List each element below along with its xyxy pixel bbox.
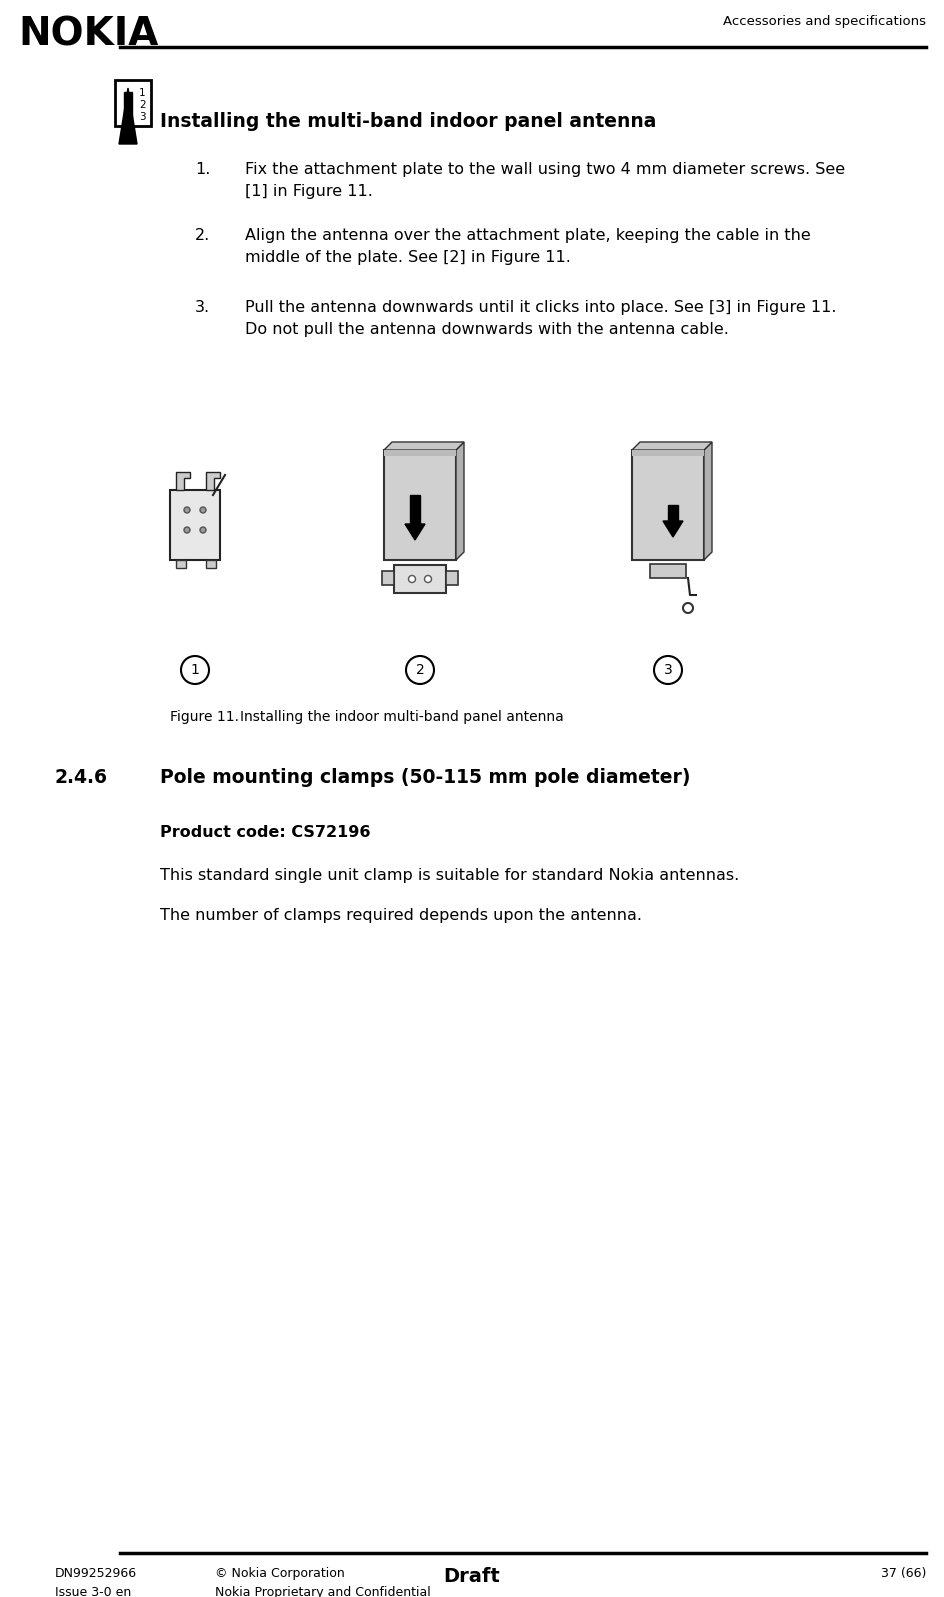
Circle shape bbox=[200, 506, 206, 513]
Text: 1.: 1. bbox=[195, 161, 211, 177]
Polygon shape bbox=[456, 442, 464, 561]
Text: Pole mounting clamps (50-115 mm pole diameter): Pole mounting clamps (50-115 mm pole dia… bbox=[160, 768, 690, 787]
Circle shape bbox=[184, 506, 190, 513]
Circle shape bbox=[654, 656, 682, 684]
Text: This standard single unit clamp is suitable for standard Nokia antennas.: This standard single unit clamp is suita… bbox=[160, 869, 739, 883]
Bar bbox=[206, 561, 216, 569]
Bar bbox=[668, 505, 678, 521]
Text: 2: 2 bbox=[139, 101, 145, 110]
Text: NOKIA: NOKIA bbox=[18, 14, 159, 53]
Polygon shape bbox=[119, 88, 137, 144]
Circle shape bbox=[683, 604, 693, 613]
Polygon shape bbox=[206, 473, 220, 490]
Bar bbox=[446, 572, 458, 585]
Bar bbox=[382, 572, 394, 585]
Bar bbox=[115, 80, 151, 126]
Text: 3: 3 bbox=[139, 112, 145, 121]
Text: The number of clamps required depends upon the antenna.: The number of clamps required depends up… bbox=[160, 909, 642, 923]
Bar bbox=[394, 565, 446, 592]
Polygon shape bbox=[632, 442, 712, 450]
Text: 2: 2 bbox=[415, 663, 425, 677]
Polygon shape bbox=[405, 524, 425, 540]
Bar bbox=[410, 495, 420, 524]
Text: Accessories and specifications: Accessories and specifications bbox=[723, 14, 926, 29]
Text: Align the antenna over the attachment plate, keeping the cable in the
middle of : Align the antenna over the attachment pl… bbox=[245, 228, 811, 265]
Bar bbox=[384, 450, 456, 561]
Text: DN99252966: DN99252966 bbox=[55, 1567, 137, 1579]
Text: 1: 1 bbox=[139, 88, 145, 97]
Text: Fix the attachment plate to the wall using two 4 mm diameter screws. See
[1] in : Fix the attachment plate to the wall usi… bbox=[245, 161, 845, 198]
Text: 2.4.6: 2.4.6 bbox=[55, 768, 108, 787]
Text: Issue 3-0 en: Issue 3-0 en bbox=[55, 1586, 131, 1597]
Text: Figure 11.: Figure 11. bbox=[170, 711, 239, 723]
Circle shape bbox=[184, 527, 190, 533]
Circle shape bbox=[200, 527, 206, 533]
Polygon shape bbox=[384, 442, 464, 450]
Bar bbox=[170, 490, 220, 561]
Bar bbox=[176, 561, 186, 569]
Bar bbox=[384, 450, 456, 457]
Bar bbox=[632, 450, 704, 457]
Bar bbox=[632, 450, 704, 561]
Text: Nokia Proprietary and Confidential: Nokia Proprietary and Confidential bbox=[215, 1586, 430, 1597]
Circle shape bbox=[406, 656, 434, 684]
Polygon shape bbox=[704, 442, 712, 561]
Text: Installing the indoor multi-band panel antenna: Installing the indoor multi-band panel a… bbox=[240, 711, 564, 723]
Text: 3.: 3. bbox=[195, 300, 211, 315]
Text: Draft: Draft bbox=[444, 1567, 500, 1586]
Text: 3: 3 bbox=[664, 663, 672, 677]
Text: 37 (66): 37 (66) bbox=[881, 1567, 926, 1579]
Polygon shape bbox=[663, 521, 683, 537]
Text: Product code: CS72196: Product code: CS72196 bbox=[160, 826, 370, 840]
Text: Pull the antenna downwards until it clicks into place. See [3] in Figure 11.
Do : Pull the antenna downwards until it clic… bbox=[245, 300, 836, 337]
Bar bbox=[124, 93, 132, 118]
Bar bbox=[650, 564, 686, 578]
Circle shape bbox=[425, 575, 431, 583]
Text: Installing the multi-band indoor panel antenna: Installing the multi-band indoor panel a… bbox=[160, 112, 656, 131]
Text: 2.: 2. bbox=[195, 228, 211, 243]
Text: 1: 1 bbox=[191, 663, 199, 677]
Text: © Nokia Corporation: © Nokia Corporation bbox=[215, 1567, 345, 1579]
Polygon shape bbox=[176, 473, 190, 490]
Circle shape bbox=[181, 656, 209, 684]
Circle shape bbox=[409, 575, 415, 583]
